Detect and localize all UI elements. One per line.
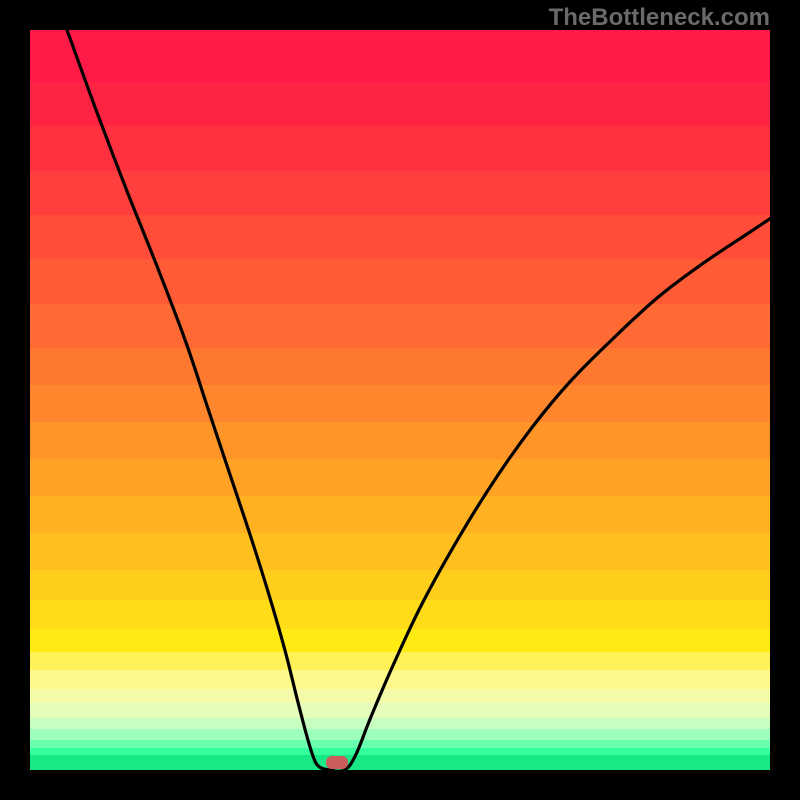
optimal-point-marker bbox=[326, 756, 348, 769]
plot-area bbox=[30, 30, 770, 770]
watermark-text: TheBottleneck.com bbox=[549, 4, 770, 32]
bottleneck-curve bbox=[30, 30, 770, 770]
curve-path bbox=[67, 30, 770, 770]
